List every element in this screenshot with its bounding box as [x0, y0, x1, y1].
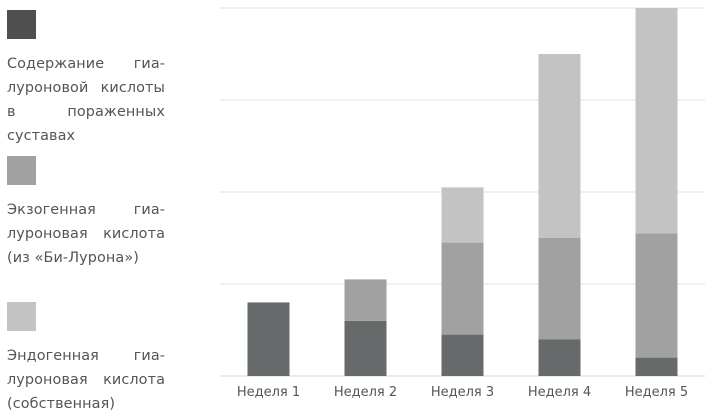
x-tick-label-week-3: Неделя 3 — [431, 385, 494, 400]
bar-week-4-series-2 — [538, 238, 581, 340]
legend-swatch-endogenous — [7, 302, 36, 331]
x-tick-label-week-5: Неделя 5 — [625, 385, 688, 400]
bar-week-5-series-3 — [635, 8, 678, 234]
bar-week-5-series-1 — [635, 357, 678, 376]
x-tick-label-week-2: Неделя 2 — [334, 385, 397, 400]
legend-label-affected-joints: Содержание гиа­луроновой кисло­ты в пора… — [7, 56, 165, 144]
bar-week-3-series-1 — [441, 334, 484, 376]
bar-week-3-series-2 — [441, 242, 484, 335]
bar-week-5-series-2 — [635, 233, 678, 358]
bar-week-2-series-2 — [344, 279, 387, 321]
legend-swatch-exogenous — [7, 156, 36, 185]
bar-week-4-series-1 — [538, 339, 581, 376]
x-tick-label-week-4: Неделя 4 — [528, 385, 591, 400]
x-tick-labels: Неделя 1 Неделя 2 Неделя 3 Неделя 4 Неделя 5 — [237, 385, 688, 400]
bar-week-4-series-3 — [538, 54, 581, 238]
x-tick-label-week-1: Неделя 1 — [237, 385, 300, 400]
bar-week-3-series-3 — [441, 187, 484, 243]
bars — [247, 8, 678, 376]
bar-week-1-series-1 — [247, 302, 290, 376]
legend-label-exogenous: Экзогенная гиа­луроновая кисло­та (из «Б… — [7, 202, 165, 266]
bar-week-2-series-1 — [344, 320, 387, 376]
legend-swatch-affected-joints — [7, 10, 36, 39]
